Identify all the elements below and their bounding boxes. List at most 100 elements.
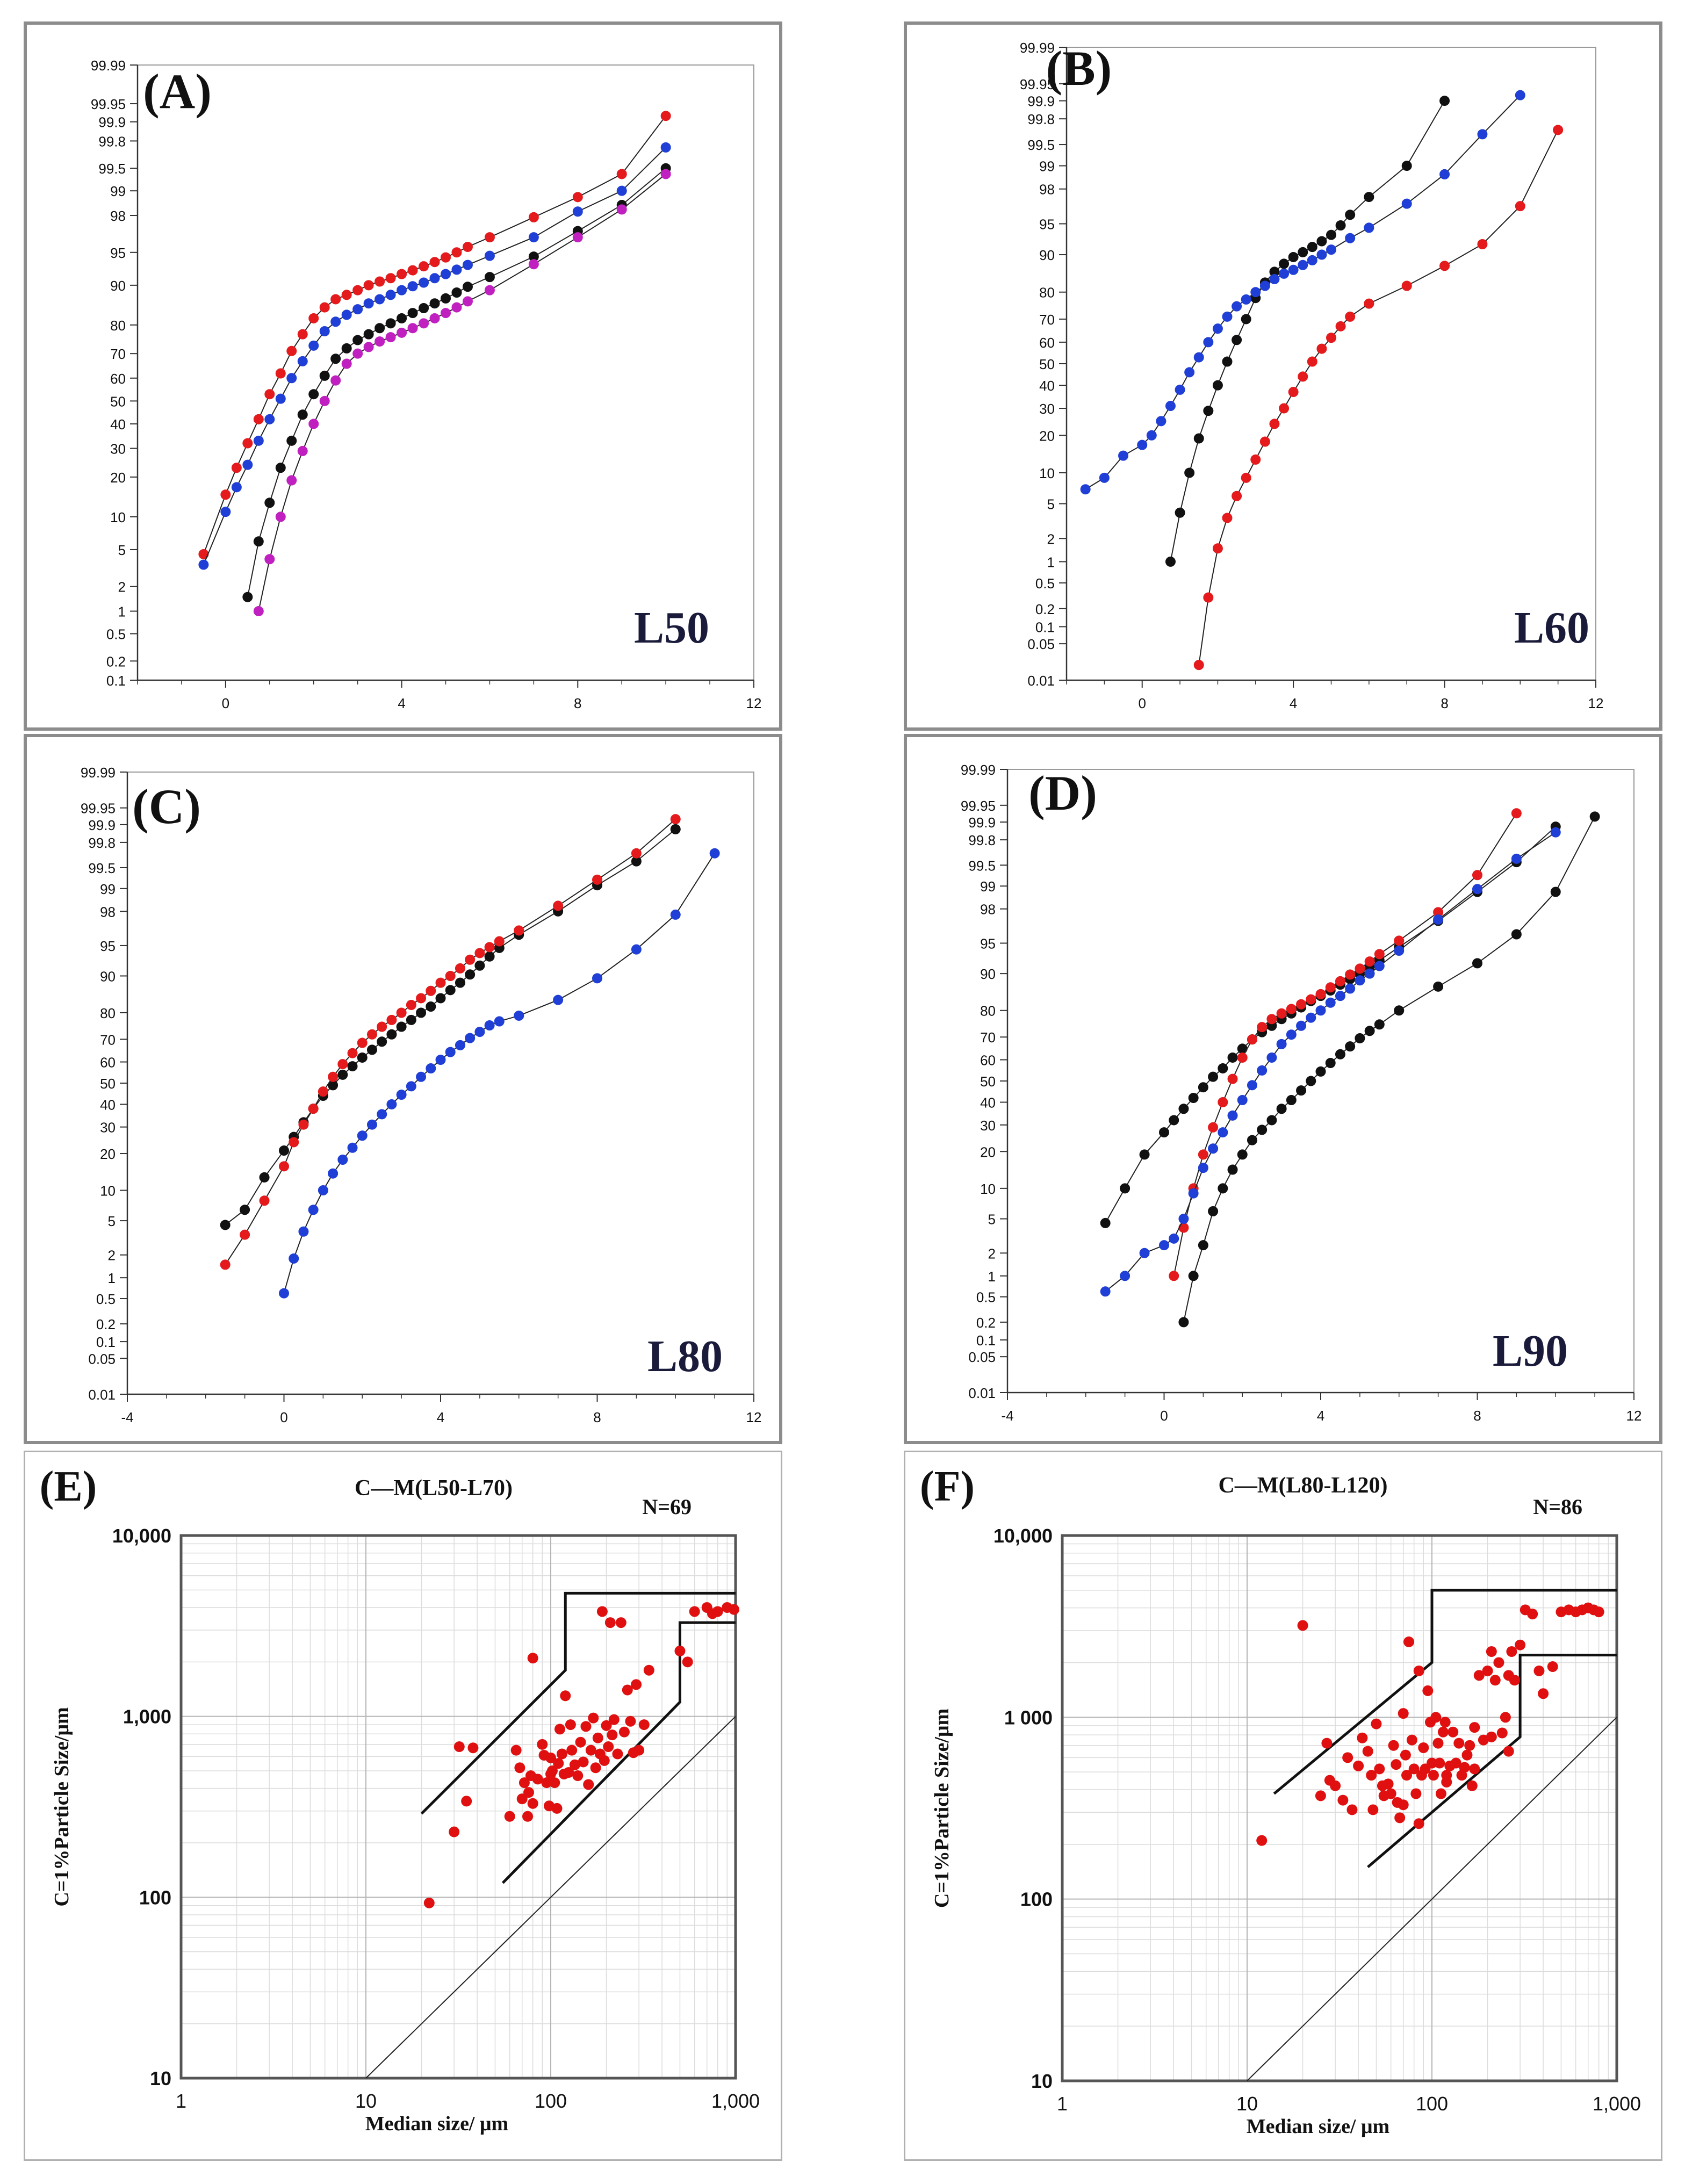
data-point xyxy=(1366,1770,1377,1781)
data-point xyxy=(1362,1746,1373,1757)
y-tick-label: 1 xyxy=(1047,554,1055,570)
data-point xyxy=(308,419,319,429)
data-point xyxy=(318,1185,328,1196)
y-tick-label: 2 xyxy=(988,1245,996,1262)
x-tick-label: 8 xyxy=(1441,695,1448,711)
data-point xyxy=(1469,1722,1480,1733)
data-point xyxy=(451,287,462,298)
data-point xyxy=(397,313,407,323)
data-point xyxy=(341,290,352,300)
data-point xyxy=(396,1090,407,1100)
data-point xyxy=(1367,1804,1379,1815)
envelope-upper-line xyxy=(420,1591,736,1815)
data-point xyxy=(1533,1665,1545,1676)
data-point xyxy=(1459,1762,1470,1773)
data-point xyxy=(1316,343,1327,354)
y-tick-label: 50 xyxy=(980,1073,996,1090)
y-tick-label: 0.1 xyxy=(106,673,126,689)
y-tick-label: 10,000 xyxy=(112,1525,171,1547)
data-point xyxy=(484,272,495,283)
data-point xyxy=(407,265,418,276)
y-tick-label: 99 xyxy=(980,878,996,895)
data-point xyxy=(1364,1026,1375,1036)
y-tick-label: 1 xyxy=(108,1270,116,1286)
data-point xyxy=(1326,244,1336,255)
data-point xyxy=(377,1021,387,1032)
x-tick-label: 1 xyxy=(1057,2093,1068,2115)
y-tick-label: 70 xyxy=(110,346,126,362)
data-point xyxy=(264,554,275,565)
data-point xyxy=(1353,1760,1364,1771)
data-point xyxy=(618,1726,630,1738)
x-tick-label: 100 xyxy=(1416,2093,1448,2115)
data-point xyxy=(337,1059,348,1070)
data-point xyxy=(279,1145,289,1156)
data-point xyxy=(318,1086,328,1097)
y-tick-label: 30 xyxy=(100,1120,116,1136)
data-point xyxy=(377,1036,387,1047)
x-tick-label: 8 xyxy=(574,695,581,711)
data-point xyxy=(1547,1661,1558,1673)
data-point xyxy=(1298,247,1308,257)
data-point xyxy=(1315,1066,1326,1077)
data-point xyxy=(1398,1708,1409,1719)
data-point xyxy=(1241,294,1251,305)
x-tick-label: 8 xyxy=(593,1409,601,1425)
data-point xyxy=(1298,371,1308,382)
data-point xyxy=(445,985,456,996)
data-point xyxy=(1315,1005,1326,1016)
y-tick-label: 60 xyxy=(110,371,126,387)
data-point xyxy=(1279,258,1290,269)
data-point xyxy=(1422,1685,1434,1696)
chart-title: C—M(L50-L70) xyxy=(355,1476,513,1501)
data-point xyxy=(616,185,627,196)
panel-label: (A) xyxy=(143,64,212,119)
data-point xyxy=(1279,403,1290,414)
panel-b: 0.01 0.05 0.1 0.2 0.5 1 2 5 10 20 30 40 50 60 70 80 90 95… xyxy=(904,21,1662,731)
data-point xyxy=(474,960,485,971)
data-point xyxy=(406,999,416,1010)
panel-label: (B) xyxy=(1046,41,1112,96)
data-point xyxy=(1307,242,1317,253)
y-tick-label: 5 xyxy=(1047,496,1055,513)
data-point xyxy=(1203,406,1214,416)
data-point xyxy=(1589,811,1600,822)
data-point xyxy=(363,298,374,309)
data-point xyxy=(1593,1606,1604,1618)
y-tick-label: 90 xyxy=(1039,247,1055,263)
data-point xyxy=(319,326,330,337)
data-point xyxy=(1203,592,1214,603)
data-point xyxy=(1335,991,1345,1001)
data-point xyxy=(416,1007,427,1018)
envelope-lower-line xyxy=(1367,1653,1617,1868)
data-point xyxy=(297,409,308,420)
data-point xyxy=(1218,1097,1228,1108)
data-point xyxy=(1472,958,1482,969)
y-tick-label: 0.05 xyxy=(968,1349,996,1365)
data-point xyxy=(242,592,253,602)
data-point xyxy=(1357,1732,1368,1743)
data-point xyxy=(198,559,209,570)
data-point xyxy=(1266,1115,1277,1126)
data-point xyxy=(549,1777,560,1789)
data-point xyxy=(616,169,627,179)
data-point xyxy=(1355,1033,1365,1043)
data-point xyxy=(319,370,330,381)
y-tick-label: 100 xyxy=(139,1886,171,1908)
data-point xyxy=(1401,198,1412,209)
data-point xyxy=(1486,1731,1497,1742)
data-point xyxy=(1237,1094,1248,1105)
data-point xyxy=(1391,1759,1402,1770)
data-point xyxy=(1364,222,1374,233)
y-tick-label: 50 xyxy=(110,393,126,409)
data-point xyxy=(240,1229,250,1240)
data-point xyxy=(429,298,440,309)
data-point xyxy=(1247,1080,1257,1091)
data-point xyxy=(1433,981,1444,992)
data-point xyxy=(1247,1034,1257,1045)
data-point xyxy=(601,1720,612,1731)
data-point xyxy=(553,994,564,1005)
data-point xyxy=(1413,1818,1424,1829)
data-point xyxy=(386,1029,397,1040)
data-point xyxy=(1413,1665,1424,1676)
